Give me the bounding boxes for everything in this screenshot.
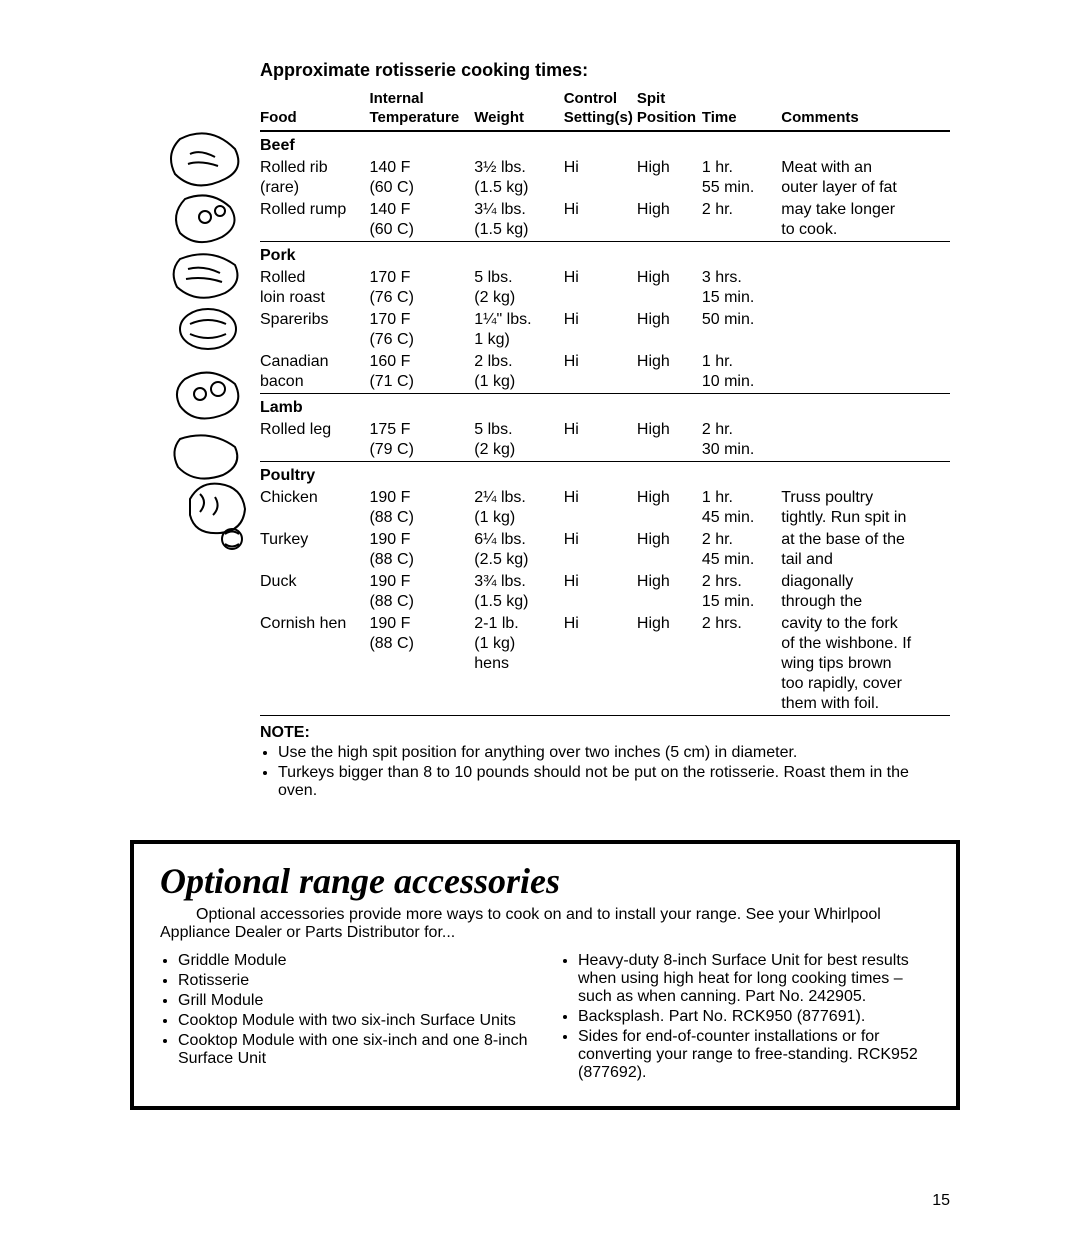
table-row: Rolled rib(rare)140 F(60 C)3½ lbs.(1.5 k… bbox=[260, 157, 950, 199]
hdr-food: Food bbox=[260, 89, 369, 131]
accessory-item: Backsplash. Part No. RCK950 (877691). bbox=[578, 1008, 930, 1026]
table-row: Rolled rump140 F(60 C)3¼ lbs.(1.5 kg)HiH… bbox=[260, 199, 950, 242]
accessory-item: Sides for end-of-counter installations o… bbox=[578, 1028, 930, 1082]
table-title: Approximate rotisserie cooking times: bbox=[260, 60, 950, 81]
accessory-item: Grill Module bbox=[178, 992, 530, 1010]
accessory-item: Cooktop Module with one six-inch and one… bbox=[178, 1032, 530, 1068]
table-wrap: Food InternalTemperature Weight ControlS… bbox=[160, 89, 950, 716]
accessory-item: Heavy-duty 8-inch Surface Unit for best … bbox=[578, 952, 930, 1006]
note-label: NOTE: bbox=[260, 724, 310, 741]
section-header: Lamb bbox=[260, 393, 950, 419]
accessories-col-1: Griddle Module Rotisserie Grill Module Cook… bbox=[160, 952, 530, 1084]
note-item: Use the high spit position for anything … bbox=[278, 744, 950, 762]
table-row: Spareribs170 F(76 C)1¼" lbs.1 kg)HiHigh5… bbox=[260, 309, 950, 351]
meat-sketch-icon bbox=[160, 119, 260, 559]
accessories-intro: Optional accessories provide more ways t… bbox=[160, 906, 930, 942]
accessory-item: Rotisserie bbox=[178, 972, 530, 990]
hdr-weight: Weight bbox=[474, 89, 563, 131]
food-illustration bbox=[160, 119, 260, 564]
section-header: Pork bbox=[260, 241, 950, 267]
hdr-temp: InternalTemperature bbox=[369, 89, 474, 131]
section-header: Poultry bbox=[260, 461, 950, 487]
table-row: Canadianbacon160 F(71 C)2 lbs.(1 kg)HiHi… bbox=[260, 351, 950, 394]
section-header: Beef bbox=[260, 131, 950, 157]
table-row: Chicken190 F(88 C)2¼ lbs.(1 kg)HiHigh1 h… bbox=[260, 487, 950, 529]
hdr-ctrl: ControlSetting(s) bbox=[564, 89, 637, 131]
note-item: Turkeys bigger than 8 to 10 pounds shoul… bbox=[278, 764, 950, 800]
accessories-columns: Griddle Module Rotisserie Grill Module Cook… bbox=[160, 952, 930, 1084]
accessories-box: Optional range accessories Optional acce… bbox=[130, 840, 960, 1110]
table-header-row: Food InternalTemperature Weight ControlS… bbox=[260, 89, 950, 131]
accessory-item: Cooktop Module with two six-inch Surface… bbox=[178, 1012, 530, 1030]
hdr-time: Time bbox=[702, 89, 781, 131]
page: Approximate rotisserie cooking times: bbox=[0, 0, 1080, 1150]
table-row: Cornish hen190 F(88 C)2-1 lb.(1 kg)hensH… bbox=[260, 613, 950, 716]
notes-list: Use the high spit position for anything … bbox=[260, 744, 950, 800]
accessory-item: Griddle Module bbox=[178, 952, 530, 970]
note-block: NOTE: Use the high spit position for any… bbox=[260, 724, 950, 800]
cooking-times-table: Food InternalTemperature Weight ControlS… bbox=[260, 89, 950, 716]
accessories-col-2: Heavy-duty 8-inch Surface Unit for best … bbox=[560, 952, 930, 1084]
accessories-title: Optional range accessories bbox=[160, 860, 930, 902]
page-number: 15 bbox=[932, 1192, 950, 1210]
table-row: Rolledloin roast170 F(76 C)5 lbs.(2 kg)H… bbox=[260, 267, 950, 309]
table-row: Duck190 F(88 C)3¾ lbs.(1.5 kg)HiHigh2 hr… bbox=[260, 571, 950, 613]
table-row: Rolled leg175 F(79 C)5 lbs.(2 kg)HiHigh2… bbox=[260, 419, 950, 462]
hdr-spit: SpitPosition bbox=[637, 89, 702, 131]
hdr-comments: Comments bbox=[781, 89, 950, 131]
table-row: Turkey190 F(88 C)6¼ lbs.(2.5 kg)HiHigh2 … bbox=[260, 529, 950, 571]
